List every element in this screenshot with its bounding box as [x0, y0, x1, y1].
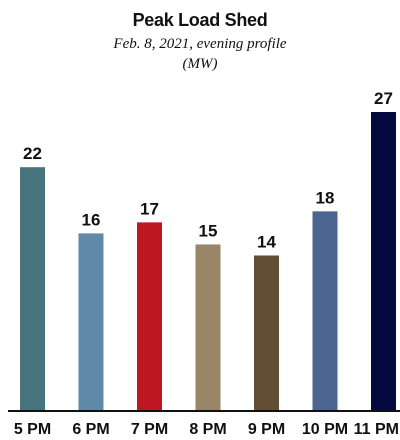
x-tick-5-pm: 5 PM: [14, 421, 51, 438]
value-label-5-pm: 22: [23, 144, 42, 163]
value-label-6-pm: 16: [82, 210, 101, 229]
x-tick-6-pm: 6 PM: [72, 421, 109, 438]
bar-7-pm: [137, 222, 162, 410]
chart-title: Peak Load Shed: [132, 10, 268, 30]
bar-11-pm: [371, 112, 396, 410]
value-label-8-pm: 15: [199, 221, 218, 240]
x-tick-labels: 5 PM 6 PM 7 PM 8 PM 9 PM 10 PM 11 PM: [14, 421, 399, 438]
value-label-10-pm: 18: [316, 188, 335, 207]
chart-subtitle-line-1: Feb. 8, 2021, evening profile: [113, 36, 287, 52]
x-tick-10-pm: 10 PM: [302, 421, 348, 438]
value-label-7-pm: 17: [140, 199, 159, 218]
bar-10-pm: [312, 211, 338, 410]
x-tick-7-pm: 7 PM: [131, 421, 168, 438]
value-label-9-pm: 14: [257, 232, 276, 251]
chart-subtitle-line-2: (MW): [182, 56, 218, 72]
bar-6-pm: [78, 233, 104, 410]
x-tick-9-pm: 9 PM: [248, 421, 285, 438]
x-tick-8-pm: 8 PM: [189, 421, 226, 438]
bar-9-pm: [254, 255, 279, 410]
bar-8-pm: [195, 244, 221, 410]
chart-subtitle: Feb. 8, 2021, evening profile (MW): [0, 34, 400, 74]
bar-5-pm: [20, 167, 45, 410]
value-label-11-pm: 27: [374, 89, 393, 108]
bars-group: 22 16 17 15 14 18 27: [20, 89, 396, 410]
x-tick-11-pm: 11 PM: [354, 421, 399, 438]
